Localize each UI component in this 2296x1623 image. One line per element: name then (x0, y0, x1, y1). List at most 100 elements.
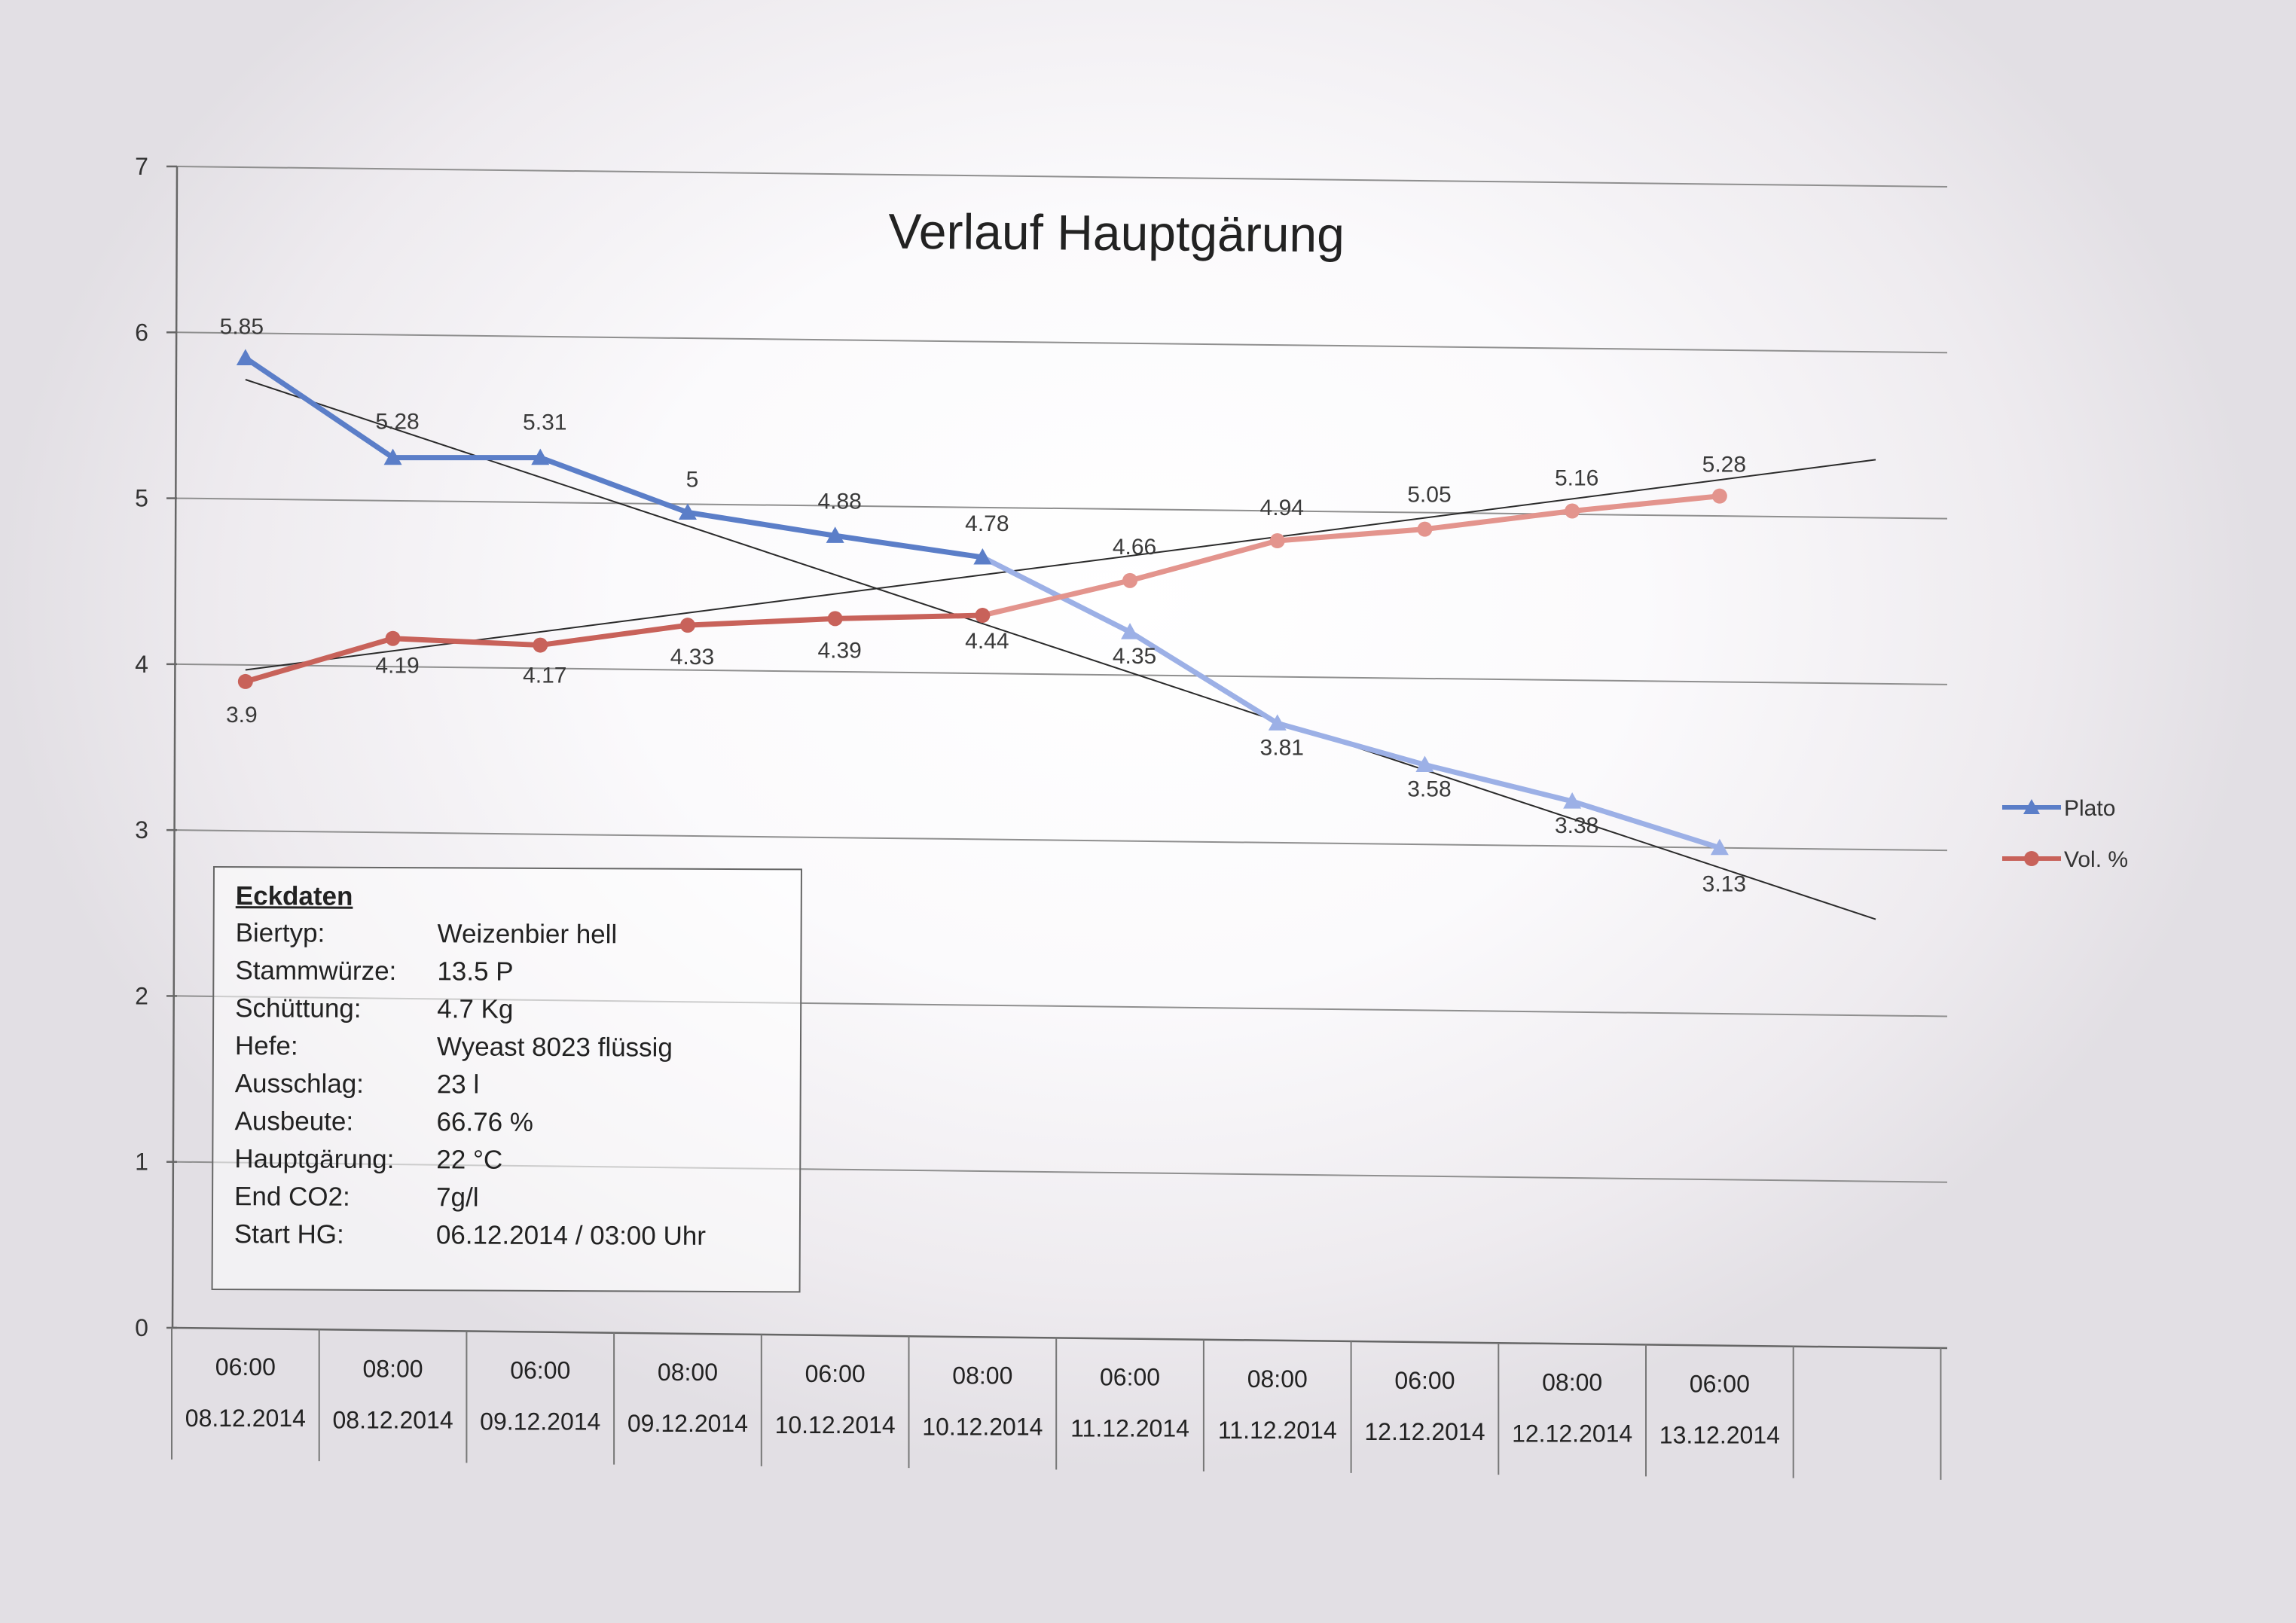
y-axis-line (171, 166, 179, 1329)
category-time-label: 06:00 (1690, 1371, 1750, 1398)
legend-circle-icon (2024, 851, 2039, 866)
vol-data-label: 5.05 (1407, 483, 1451, 508)
vol-point (679, 618, 695, 633)
info-key: Hauptgärung: (234, 1144, 395, 1175)
info-key: Stammwürze: (235, 956, 397, 987)
plato-data-label: 4.88 (817, 489, 861, 514)
vol-point (1565, 503, 1580, 519)
y-tick-label: 5 (135, 485, 148, 512)
info-key: End CO2: (234, 1182, 350, 1212)
vol-point (1711, 488, 1727, 504)
info-value: 23 l (436, 1069, 480, 1100)
series-markers (236, 349, 1729, 856)
series-line-segment (537, 622, 691, 648)
plato-point (826, 526, 844, 543)
info-box-title: Eckdaten (235, 881, 353, 911)
category-date-label: 09.12.2014 (627, 1410, 748, 1437)
category-time-label: 08:00 (363, 1355, 423, 1382)
series-line-segment (1421, 761, 1575, 804)
plato-point (531, 448, 550, 465)
plato-point (1415, 755, 1434, 773)
category-date-label: 12.12.2014 (1364, 1418, 1485, 1445)
vol-data-label: 4.44 (965, 629, 1009, 654)
vol-data-label: 5.28 (1702, 453, 1746, 477)
series-line-segment (979, 554, 1133, 635)
plato-point (1121, 623, 1140, 639)
category-time-label: 06:00 (805, 1360, 866, 1387)
info-value: 22 °C (436, 1145, 503, 1175)
info-row: Start HG: 06.12.2014 / 03:00 Uhr (234, 1216, 778, 1255)
series-line-segment (1275, 720, 1427, 767)
category-time-label: 08:00 (1247, 1365, 1308, 1393)
info-row: Ausbeute: 66.76 % (234, 1103, 778, 1143)
info-key: Ausschlag: (234, 1069, 365, 1099)
legend-triangle-icon (2023, 799, 2040, 814)
vol-data-label: 4.19 (375, 654, 419, 679)
plato-data-label: 5.28 (375, 410, 419, 435)
category-time-label: 06:00 (510, 1357, 570, 1384)
legend-label: Plato (2064, 796, 2115, 821)
gridline (176, 331, 1948, 354)
category-date-label: 10.12.2014 (775, 1411, 896, 1438)
vol-data-label: 4.33 (670, 645, 714, 670)
gridline (176, 829, 1948, 852)
info-key: Schüttung: (235, 993, 362, 1024)
chart-title: Verlauf Hauptgärung (888, 203, 1345, 263)
info-value: 7g/l (435, 1182, 479, 1213)
series-line-segment (979, 578, 1133, 618)
y-tick-labels: 0 1 2 3 4 5 6 7 (135, 153, 148, 1341)
plato-data-label: 3.38 (1555, 813, 1598, 838)
plato-data-label: 4.78 (965, 511, 1009, 536)
info-row: Biertyp: Weizenbier hell (236, 914, 780, 954)
vol-data-label: 3.9 (226, 703, 258, 728)
info-row: Stammwürze: 13.5 P (235, 952, 779, 992)
info-row: End CO2: 7g/l (234, 1178, 778, 1218)
info-value: Wyeast 8023 flüssig (436, 1032, 673, 1063)
info-box: Eckdaten Biertyp: Weizenbier hell Stammwür… (211, 866, 802, 1293)
category-date-label: 13.12.2014 (1659, 1422, 1780, 1449)
plato-data-label: 3.81 (1260, 735, 1304, 760)
series-lines (243, 355, 1723, 851)
category-date-label: 10.12.2014 (922, 1413, 1043, 1440)
info-key: Start HG: (234, 1219, 344, 1249)
vol-point (533, 637, 548, 653)
category-table: 06:00 08.12.2014 08:00 08.12.2014 06:00 09.12… (171, 1327, 1942, 1480)
gridline (176, 663, 1948, 685)
vol-point (1269, 533, 1285, 549)
plato-point (973, 548, 992, 565)
info-row: Ausschlag: 23 l (235, 1065, 779, 1105)
category-time-label: 06:00 (1100, 1364, 1160, 1391)
info-key: Ausbeute: (234, 1106, 354, 1136)
info-row: Hauptgärung: 22 °C (234, 1140, 778, 1180)
category-date-label: 12.12.2014 (1512, 1420, 1632, 1447)
series-line-segment (1127, 629, 1281, 726)
info-rows: Biertyp: Weizenbier hell Stammwürze: 13.5 P… (234, 914, 780, 1255)
category-time-label: 08:00 (952, 1362, 1012, 1389)
plato-data-label: 5.31 (523, 410, 566, 435)
series-line-segment (1569, 798, 1723, 851)
vol-point (1122, 572, 1138, 588)
series-line-segment (537, 455, 691, 515)
info-row: Hefe: Wyeast 8023 flüssig (235, 1027, 779, 1067)
plato-point (236, 349, 255, 365)
vol-data-label: 4.39 (817, 638, 861, 663)
legend: Plato Vol. % (2002, 796, 2128, 872)
plato-point (1268, 714, 1287, 731)
plato-point (1563, 792, 1582, 809)
trendlines (245, 379, 1876, 920)
trendline-plato (245, 379, 1876, 920)
info-value: 13.5 P (437, 956, 514, 987)
y-tick-label: 7 (135, 153, 148, 180)
vol-point (237, 673, 253, 689)
series-line-segment (685, 509, 838, 538)
category-time-label: 06:00 (215, 1353, 276, 1380)
category-date-label: 08.12.2014 (332, 1406, 453, 1433)
series-line-segment (1569, 493, 1723, 514)
info-key: Biertyp: (235, 918, 325, 948)
y-tick-label: 2 (135, 982, 148, 1009)
vol-point (385, 630, 401, 646)
series-line-segment (243, 355, 396, 461)
series-line-segment (390, 636, 543, 648)
category-time-label: 06:00 (1394, 1367, 1455, 1394)
